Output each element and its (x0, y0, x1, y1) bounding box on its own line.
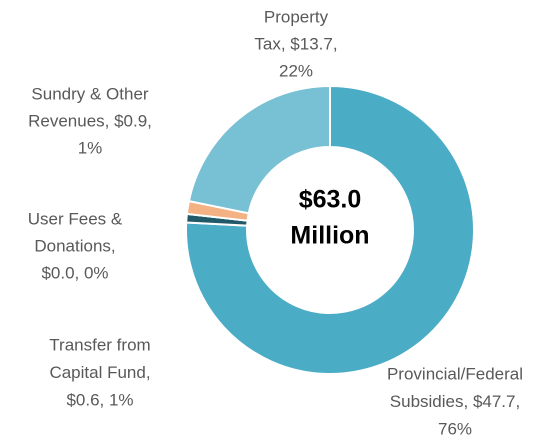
slice-label: User Fees & (28, 209, 123, 228)
donut-slice (187, 84, 331, 215)
slice-label: Revenues, $0.9, (28, 111, 152, 130)
center-label: $63.0 (299, 186, 362, 214)
slice-label: 1% (78, 138, 103, 157)
slice-label: Capital Fund, (49, 363, 150, 382)
slice-label: Tax, $13.7, (254, 34, 337, 53)
slice-label: Sundry & Other (31, 84, 149, 103)
slice-label: $0.0, 0% (41, 263, 108, 282)
slice-label: Transfer from (49, 335, 150, 354)
slice-label: Donations, (34, 236, 115, 255)
slice-label: Provincial/Federal (387, 364, 523, 383)
donut-slice (185, 84, 475, 375)
center-label: Million (290, 222, 369, 250)
slice-label: 76% (438, 419, 472, 438)
slice-label: $0.6, 1% (66, 390, 133, 409)
slice-label: 22% (279, 61, 313, 80)
slice-label: Property (264, 7, 329, 26)
slice-label: Subsidies, $47.7, (390, 392, 520, 411)
